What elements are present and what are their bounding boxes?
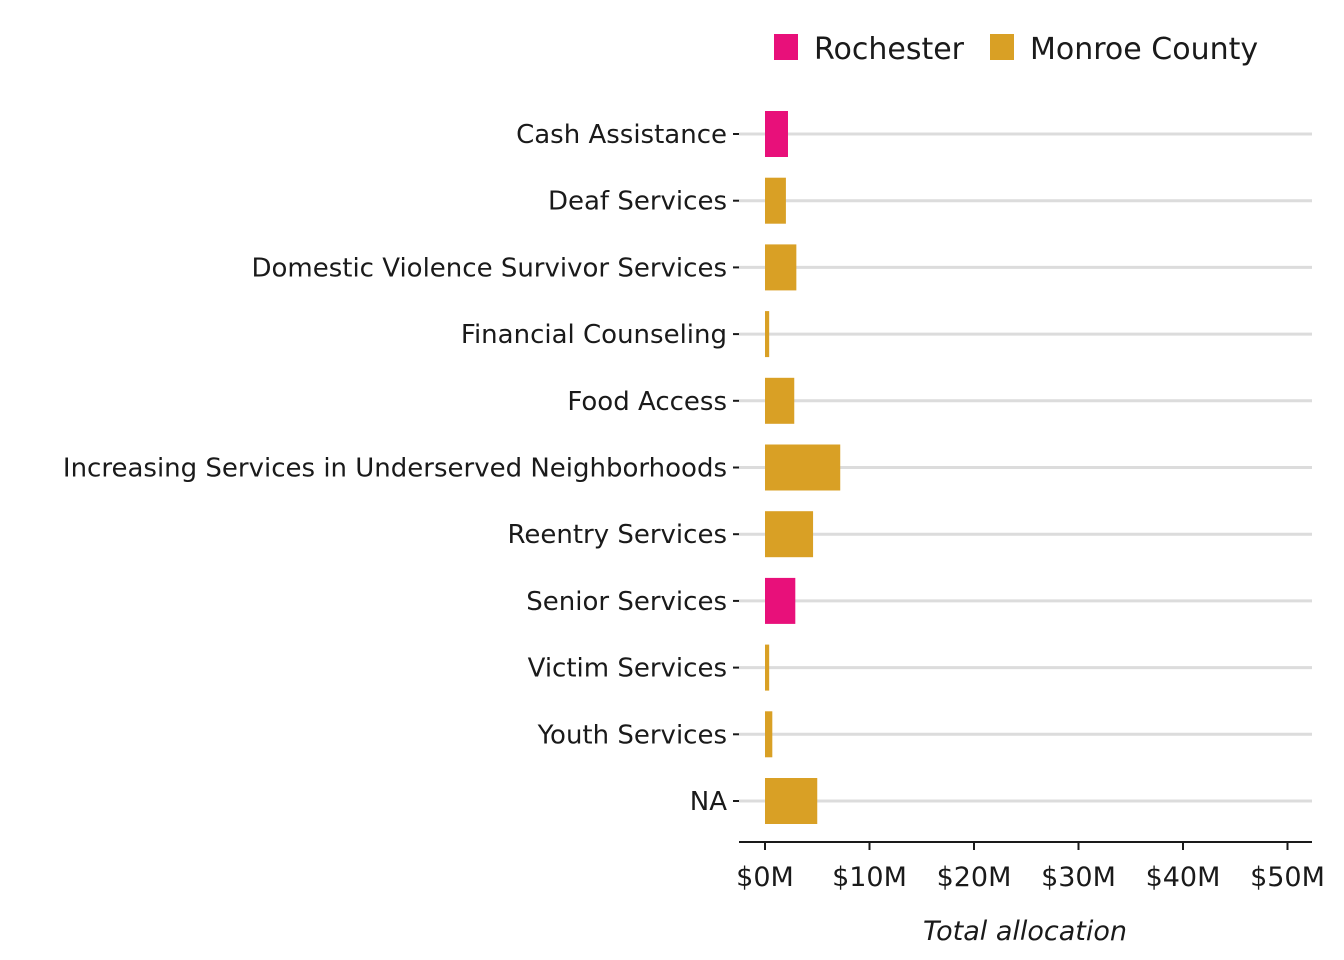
bar-youth-services [765,711,773,758]
legend-swatch-monroe-county [990,34,1014,60]
category-labels: Cash Assistance Deaf Services Domestic Vio… [63,120,727,817]
legend-label-rochester: Rochester [814,32,965,67]
legend-label-monroe-county: Monroe County [1030,32,1258,67]
x-tick-label-10: $10M [832,862,907,893]
bar-victim-services [765,644,770,691]
x-axis: $0M $10M $20M $30M $40M $50M [736,841,1325,893]
category-label-cash-assistance: Cash Assistance [516,120,727,150]
x-tick-label-0: $0M [736,862,794,893]
category-label-increasing-services-in-underserved-neighborhoods: Increasing Services in Underserved Neigh… [63,454,727,484]
category-label-victim-services: Victim Services [528,654,727,684]
legend-swatch-rochester [774,34,798,60]
bar-cash-assistance [765,111,788,157]
category-label-na: NA [690,787,727,817]
category-label-food-access: Food Access [567,387,727,417]
category-label-youth-services: Youth Services [537,720,727,750]
category-label-reentry-services: Reentry Services [507,520,727,550]
x-tick-label-50: $50M [1250,862,1325,893]
category-label-senior-services: Senior Services [526,587,727,617]
bar-domestic-violence-survivor-services [765,244,797,291]
bar-reentry-services [765,511,814,558]
bar-increasing-services-in-underserved-neighborhoods [765,444,841,491]
bar-senior-services [765,577,796,624]
x-tick-label-40: $40M [1146,862,1221,893]
legend: Rochester Monroe County [774,32,1258,67]
bar-financial-counseling [765,311,770,358]
bar-na [765,778,818,824]
x-tick-label-20: $20M [937,862,1012,893]
x-tick-label-30: $30M [1041,862,1116,893]
bar-food-access [765,377,795,424]
category-label-deaf-services: Deaf Services [548,187,727,217]
category-label-financial-counseling: Financial Counseling [461,320,727,350]
x-axis-title: Total allocation [923,916,1127,947]
category-label-domestic-violence-survivor-services: Domestic Violence Survivor Services [251,253,727,283]
bar-deaf-services [765,177,786,224]
bars [765,111,841,824]
